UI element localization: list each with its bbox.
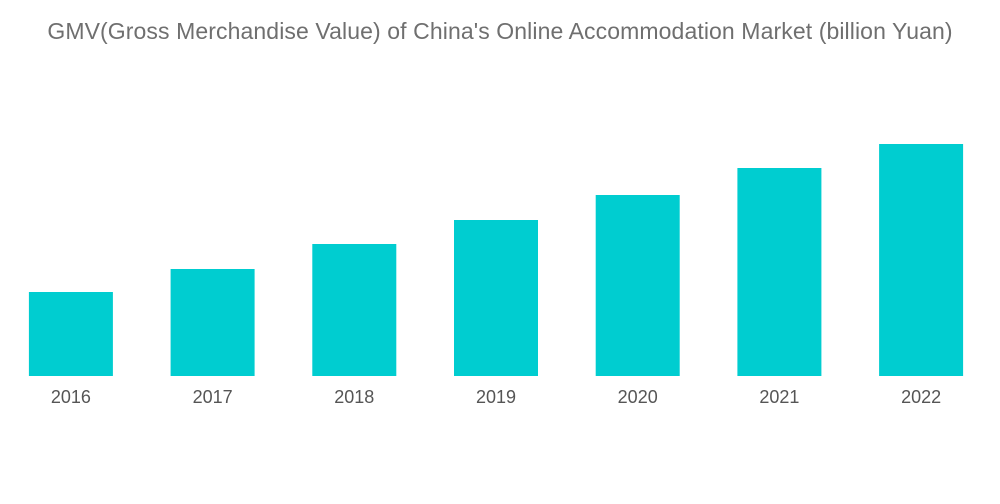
x-tick-label-2020: 2020 — [618, 387, 658, 407]
x-tick-labels: 2016 2017 2018 2019 2020 2021 2022 — [51, 387, 941, 407]
bar-2018 — [312, 244, 397, 376]
bar-2021 — [737, 168, 822, 376]
bar-2016 — [28, 292, 113, 376]
x-tick-label-2022: 2022 — [901, 387, 941, 407]
bars-group — [28, 144, 964, 376]
x-tick-label-2019: 2019 — [476, 387, 516, 407]
bar-2017 — [170, 269, 255, 376]
bar-2020 — [595, 195, 680, 376]
bar-2019 — [454, 220, 538, 376]
bar-2022 — [879, 144, 964, 376]
chart-title: GMV(Gross Merchandise Value) of China's … — [47, 18, 953, 44]
x-tick-label-2017: 2017 — [193, 387, 233, 407]
x-tick-label-2016: 2016 — [51, 387, 91, 407]
x-tick-label-2018: 2018 — [334, 387, 374, 407]
x-tick-label-2021: 2021 — [759, 387, 799, 407]
